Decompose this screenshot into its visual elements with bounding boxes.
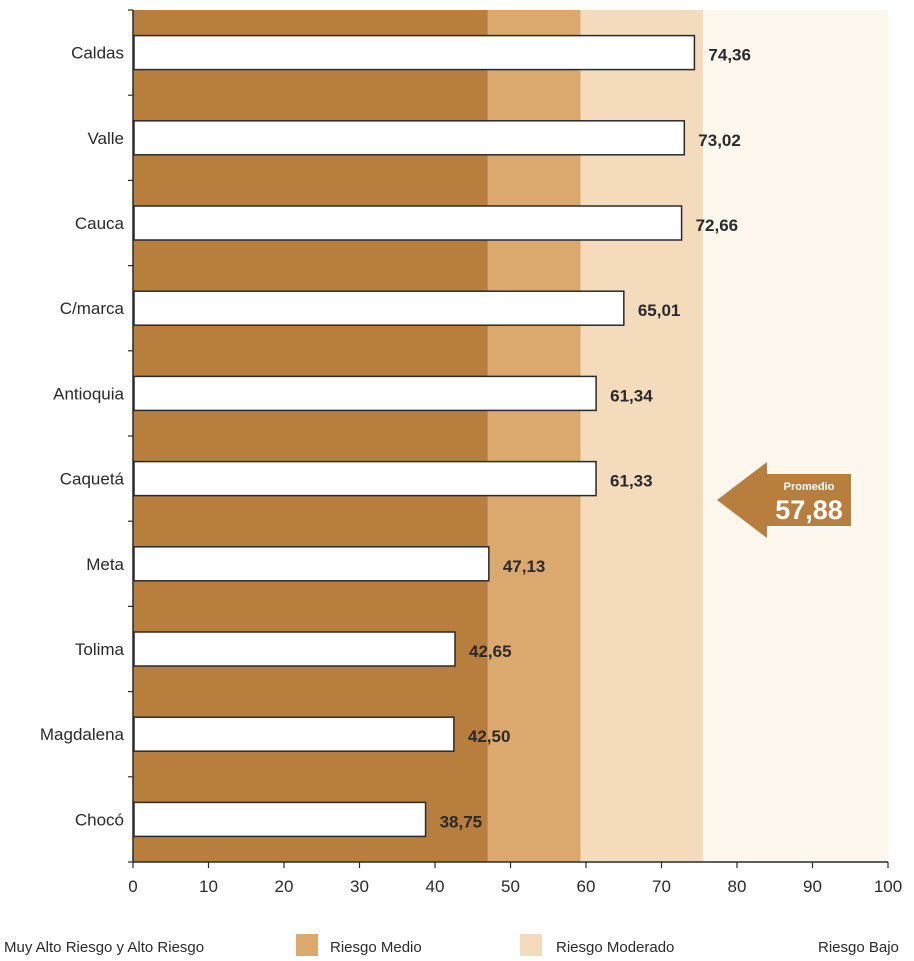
data-label: 38,75 — [440, 812, 483, 831]
category-label: Cauca — [75, 214, 125, 233]
axes: 0 10 20 30 40 50 60 70 80 90 100 — [128, 9, 902, 896]
category-label: Valle — [87, 129, 124, 148]
category-label: Caldas — [71, 44, 124, 63]
average-marker: Promedio 57,88 — [717, 462, 851, 538]
average-title: Promedio — [784, 481, 835, 493]
bar — [133, 716, 455, 752]
data-label: 42,65 — [469, 642, 512, 661]
data-label: 61,34 — [610, 386, 653, 405]
category-label: C/marca — [60, 299, 125, 318]
bar — [133, 460, 597, 497]
category-label: Chocó — [75, 810, 124, 829]
data-label: 65,01 — [638, 301, 681, 320]
x-tick-label: 20 — [275, 877, 294, 896]
x-tick-label: 30 — [350, 877, 369, 896]
category-label: Tolima — [75, 640, 125, 659]
bar — [133, 801, 427, 838]
legend-label: Riesgo Bajo — [818, 939, 899, 956]
x-tick-label: 70 — [652, 877, 671, 896]
bar — [133, 34, 696, 71]
x-tick-label: 40 — [426, 877, 445, 896]
x-tick-label: 90 — [803, 877, 822, 896]
bars: Caldas 74,36 Valle 73,02 Cauca 72,66 C/marca 65… — [40, 34, 751, 838]
x-tick-label: 60 — [577, 877, 596, 896]
legend-label: Riesgo Medio — [330, 939, 422, 956]
legend: Muy Alto Riesgo y Alto Riesgo Riesgo Medi… — [4, 934, 899, 956]
bar — [133, 290, 625, 326]
risk-band-3 — [703, 10, 888, 862]
legend-swatch — [520, 934, 542, 956]
legend-label: Muy Alto Riesgo y Alto Riesgo — [4, 939, 204, 956]
data-label: 61,33 — [610, 472, 653, 491]
category-label: Meta — [86, 555, 124, 574]
bar — [133, 375, 597, 412]
bar — [133, 631, 456, 667]
average-arrow — [717, 462, 851, 538]
category-label: Magdalena — [40, 725, 125, 744]
x-tick-label: 10 — [199, 877, 218, 896]
x-tick-label: 0 — [128, 877, 137, 896]
data-label: 74,36 — [708, 46, 751, 65]
bar — [133, 205, 683, 241]
data-label: 42,50 — [468, 727, 511, 746]
x-tick-label: 100 — [874, 877, 902, 896]
x-tick-label: 80 — [728, 877, 747, 896]
x-tick-label: 50 — [501, 877, 520, 896]
data-label: 73,02 — [698, 131, 741, 150]
average-value: 57,88 — [775, 495, 843, 525]
bar — [133, 120, 686, 156]
data-label: 47,13 — [503, 557, 546, 576]
category-label: Antioquia — [53, 384, 124, 403]
bar — [133, 546, 490, 582]
legend-swatch — [296, 934, 318, 956]
legend-label: Riesgo Moderado — [556, 939, 674, 956]
category-label: Caquetá — [60, 470, 125, 489]
data-label: 72,66 — [696, 216, 739, 235]
